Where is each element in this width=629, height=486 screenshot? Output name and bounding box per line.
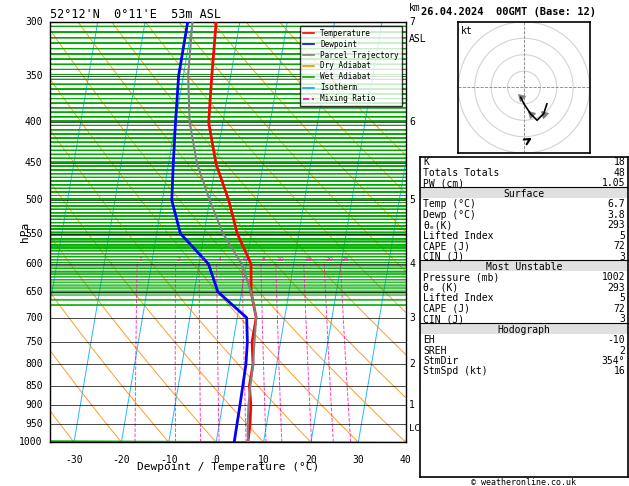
Text: Hodograph: Hodograph [498,325,550,335]
Text: 72: 72 [613,304,625,314]
Text: Lifted Index: Lifted Index [423,293,494,303]
Text: CIN (J): CIN (J) [423,314,464,324]
Text: 2: 2 [176,257,181,262]
Text: CIN (J): CIN (J) [423,251,464,261]
Text: 293: 293 [608,220,625,230]
Text: 300: 300 [25,17,43,27]
Text: 800: 800 [25,359,43,369]
Text: 26.04.2024  00GMT (Base: 12): 26.04.2024 00GMT (Base: 12) [421,7,596,17]
Text: 15: 15 [304,257,313,262]
Text: 7: 7 [409,17,415,27]
Text: 25: 25 [342,257,349,262]
Text: 20: 20 [325,257,333,262]
Text: PW (cm): PW (cm) [423,178,464,189]
Text: 1002: 1002 [602,272,625,282]
X-axis label: Dewpoint / Temperature (°C): Dewpoint / Temperature (°C) [137,462,319,472]
Text: 2: 2 [409,359,415,369]
Text: -10: -10 [160,455,177,465]
Text: 500: 500 [25,195,43,205]
Text: 900: 900 [25,400,43,411]
Text: Mixing Ratio (g/kg): Mixing Ratio (g/kg) [438,181,447,283]
Text: 48: 48 [613,168,625,178]
Text: ASL: ASL [409,35,427,45]
Text: StmDir: StmDir [423,356,459,366]
Text: CAPE (J): CAPE (J) [423,304,470,314]
Legend: Temperature, Dewpoint, Parcel Trajectory, Dry Adiabat, Wet Adiabat, Isotherm, Mi: Temperature, Dewpoint, Parcel Trajectory… [299,26,402,106]
Text: 1: 1 [138,257,142,262]
Text: 6.7: 6.7 [608,199,625,209]
Text: 650: 650 [25,287,43,297]
Text: -30: -30 [65,455,83,465]
Text: -20: -20 [113,455,130,465]
Text: 8: 8 [262,257,265,262]
Text: km: km [409,3,421,14]
Text: 750: 750 [25,337,43,347]
Text: 550: 550 [25,228,43,239]
Text: hPa: hPa [21,222,30,242]
Text: 52°12'N  0°11'E  53m ASL: 52°12'N 0°11'E 53m ASL [50,8,221,21]
Text: 700: 700 [25,312,43,323]
Text: 10: 10 [277,257,284,262]
Text: -10: -10 [608,335,625,345]
Text: 6: 6 [409,117,415,127]
Text: 5: 5 [409,195,415,205]
Text: 3: 3 [620,251,625,261]
Text: StmSpd (kt): StmSpd (kt) [423,366,488,377]
Text: 30: 30 [352,455,364,465]
Text: © weatheronline.co.uk: © weatheronline.co.uk [472,478,576,486]
Text: 10: 10 [258,455,269,465]
Text: 850: 850 [25,381,43,391]
Text: 3: 3 [620,314,625,324]
Text: CAPE (J): CAPE (J) [423,241,470,251]
Text: 3: 3 [409,312,415,323]
Text: 5: 5 [620,293,625,303]
Text: 20: 20 [305,455,317,465]
Text: 1.05: 1.05 [602,178,625,189]
Text: Most Unstable: Most Unstable [486,262,562,272]
Text: 2: 2 [620,346,625,356]
Text: EH: EH [423,335,435,345]
Text: kt: kt [461,26,473,36]
Text: 4: 4 [218,257,221,262]
Text: 293: 293 [608,283,625,293]
Text: 1000: 1000 [19,437,43,447]
Text: Surface: Surface [503,189,545,199]
Text: 16: 16 [613,366,625,377]
Text: 6: 6 [243,257,247,262]
Text: Dewp (°C): Dewp (°C) [423,209,476,220]
Text: 40: 40 [400,455,411,465]
Text: 450: 450 [25,158,43,169]
Text: 3: 3 [200,257,204,262]
Text: SREH: SREH [423,346,447,356]
Text: K: K [423,157,429,168]
Text: Temp (°C): Temp (°C) [423,199,476,209]
Text: θₑ(K): θₑ(K) [423,220,453,230]
Text: 5: 5 [620,230,625,241]
Text: Lifted Index: Lifted Index [423,230,494,241]
Text: Totals Totals: Totals Totals [423,168,499,178]
Text: 400: 400 [25,117,43,127]
Text: 950: 950 [25,419,43,429]
Text: 4: 4 [409,259,415,269]
Text: 1: 1 [409,400,415,411]
Text: 72: 72 [613,241,625,251]
Text: 3.8: 3.8 [608,209,625,220]
Text: 600: 600 [25,259,43,269]
Text: 18: 18 [613,157,625,168]
Text: 354°: 354° [602,356,625,366]
Text: Pressure (mb): Pressure (mb) [423,272,499,282]
Text: θₑ (K): θₑ (K) [423,283,459,293]
Text: 0: 0 [213,455,219,465]
Text: LCL: LCL [409,423,425,433]
Text: 350: 350 [25,70,43,81]
